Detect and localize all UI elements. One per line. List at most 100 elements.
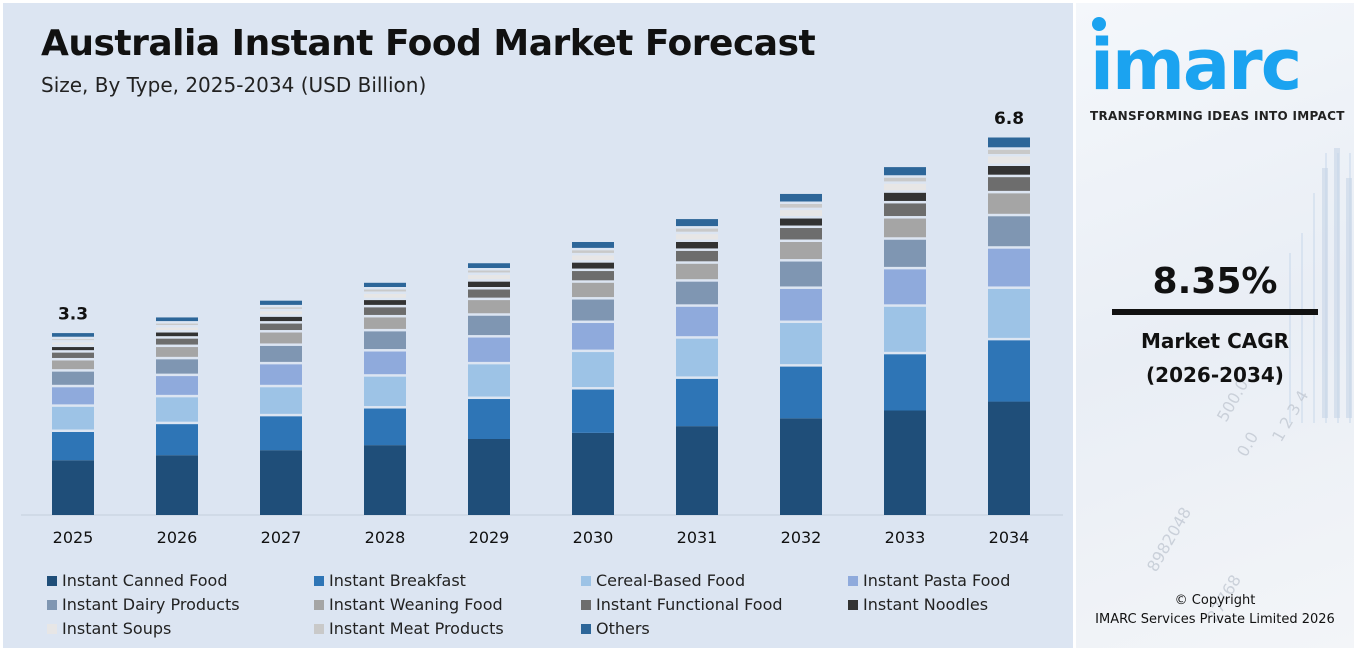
legend-item: Instant Noodles [848, 595, 988, 614]
bar-segment [156, 317, 198, 322]
legend-label: Instant Canned Food [62, 571, 228, 590]
x-tick-label: 2028 [365, 528, 406, 547]
bar-segment [676, 228, 718, 232]
legend-item: Instant Breakfast [314, 571, 466, 590]
legend-swatch [314, 599, 324, 610]
svg-text:0.0: 0.0 [1233, 428, 1262, 460]
bar-segment [260, 450, 302, 515]
x-tick-label: 2029 [469, 528, 510, 547]
bar-segment [364, 293, 406, 298]
bar-segment [780, 204, 822, 208]
bar-segment [468, 300, 510, 314]
bar-segment [676, 281, 718, 305]
legend-swatch [581, 599, 591, 610]
bar-stack-2030 [572, 242, 614, 515]
bar-segment [988, 340, 1030, 402]
bar-segment [572, 242, 614, 248]
legend-item: Instant Soups [47, 619, 171, 638]
bar-segment [364, 408, 406, 446]
legend-label: Cereal-Based Food [596, 571, 746, 590]
bar-segment [156, 397, 198, 422]
bar-segment [572, 299, 614, 321]
copyright-line-2: IMARC Services Private Limited 2026 [1095, 612, 1335, 627]
bar-segment [676, 426, 718, 515]
bar-stack-2033 [884, 167, 926, 515]
bar-segment [884, 306, 926, 352]
legend-item: Instant Meat Products [314, 619, 504, 638]
legend-swatch [848, 575, 858, 586]
bar-segment [884, 239, 926, 267]
bar-segment [780, 242, 822, 260]
bar-segment [52, 371, 94, 385]
legend-swatch [581, 575, 591, 586]
bar-stack-2028 [364, 282, 406, 515]
bar-segment [884, 183, 926, 191]
chart-subtitle: Size, By Type, 2025-2034 (USD Billion) [41, 73, 427, 97]
bar-segment [988, 288, 1030, 338]
legend-swatch [47, 575, 57, 586]
bar-segment [780, 323, 822, 365]
bar-segment [988, 248, 1030, 287]
bar-segment [364, 300, 406, 305]
legend-item: Cereal-Based Food [581, 571, 745, 590]
bar-segment [468, 337, 510, 362]
bar-segment [364, 351, 406, 375]
bar-segment [676, 219, 718, 227]
bar-segment [260, 332, 302, 344]
bar-segment [468, 439, 510, 515]
bar-segment [884, 177, 926, 182]
bar-segment [468, 270, 510, 273]
legend-swatch [581, 623, 591, 634]
bar-segment [52, 432, 94, 461]
bar-stack-2027 [260, 300, 302, 515]
legend-label: Instant Noodles [863, 595, 989, 614]
bar-segment [884, 410, 926, 515]
bar-segment [572, 262, 614, 269]
legend-label: Instant Meat Products [329, 619, 504, 638]
x-tick-label: 2032 [781, 528, 822, 547]
bar-segment [780, 261, 822, 287]
bar-segment [572, 432, 614, 515]
plot-area: 3.3 2025 2026 2027 2028 2029 2030 2031 2032 2033 6… [21, 109, 1063, 547]
x-tick-label: 2034 [989, 528, 1030, 547]
imarc-logo: imarc [1090, 24, 1302, 106]
chart-panel: 3.3 2025 2026 2027 2028 2029 2030 2031 2032 2033 6… [3, 3, 1073, 648]
bar-segment [780, 193, 822, 202]
bar-stack-2032 [780, 193, 822, 515]
x-tick-label: 2026 [157, 528, 198, 547]
bar-total-label: 3.3 [58, 305, 88, 325]
bar-segment [988, 193, 1030, 214]
bar-segment [260, 387, 302, 414]
bar-segment [156, 424, 198, 456]
x-tick-label: 2031 [677, 528, 718, 547]
bar-segment [988, 137, 1030, 148]
legend-swatch [314, 623, 324, 634]
bar-segment [468, 315, 510, 336]
x-tick-label: 2030 [573, 528, 614, 547]
legend-item: Instant Pasta Food [848, 571, 1010, 590]
bar-segment [364, 445, 406, 515]
legend-swatch [47, 599, 57, 610]
bar-segment [52, 406, 94, 430]
bar-segment [884, 218, 926, 238]
bar-segment [780, 210, 822, 217]
x-tick-label: 2033 [885, 528, 926, 547]
bar-segment [468, 274, 510, 280]
bar-segment [468, 263, 510, 268]
bar-segment [364, 376, 406, 407]
bar-segment [364, 289, 406, 292]
bar-segment [260, 323, 302, 331]
bar-stack-2034 [988, 137, 1030, 515]
bar-total-label: 6.8 [994, 109, 1024, 129]
bar-segment [156, 327, 198, 331]
copyright-line-1: © Copyright [1174, 593, 1256, 608]
bar-segment [676, 306, 718, 337]
legend-label: Instant Pasta Food [863, 571, 1011, 590]
legend-label: Instant Breakfast [329, 571, 466, 590]
bar-segment [572, 282, 614, 298]
chart-title: Australia Instant Food Market Forecast [41, 23, 816, 64]
bar-segment [780, 288, 822, 321]
bar-segment [676, 263, 718, 280]
legend-label: Instant Weaning Food [329, 595, 503, 614]
bar-segment [260, 364, 302, 385]
